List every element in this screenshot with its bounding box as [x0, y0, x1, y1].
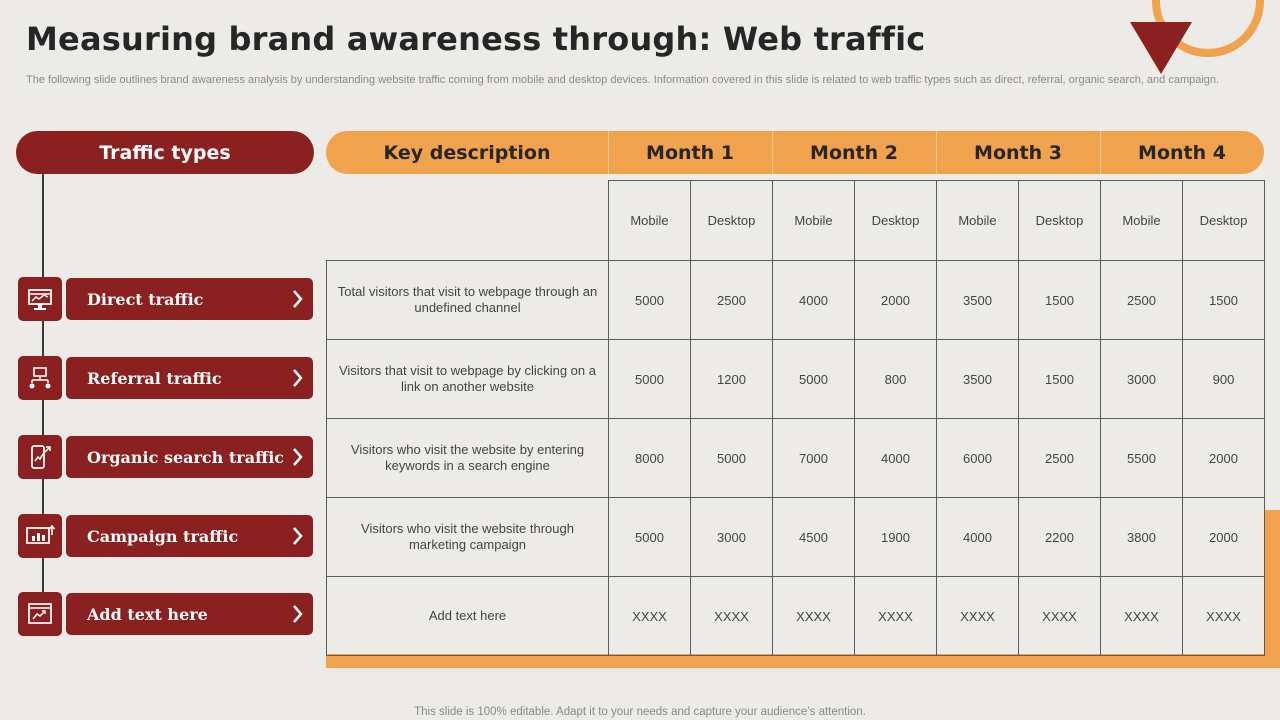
table-cell: 4000 [854, 418, 937, 498]
chevron-right-icon [293, 290, 303, 308]
table-cell: 2500 [690, 260, 773, 340]
month-header: Month 1 [646, 141, 734, 164]
table-cell: 4500 [772, 497, 855, 577]
header-divider [608, 131, 609, 174]
traffic-table: Mobile Desktop Mobile Desktop Mobile Des… [326, 180, 1265, 656]
row-description: Visitors who visit the website through m… [326, 497, 609, 577]
website-dashboard-icon [18, 277, 62, 321]
table-cell: 5000 [772, 339, 855, 419]
mobile-growth-icon [18, 435, 62, 479]
table-cell: 1500 [1018, 260, 1101, 340]
table-cell: 900 [1182, 339, 1265, 419]
traffic-types-header: Traffic types [16, 131, 314, 174]
subheader-row: Mobile Desktop Mobile Desktop Mobile Des… [326, 180, 1265, 261]
network-referral-icon [18, 356, 62, 400]
traffic-type-label: Organic search traffic [87, 447, 285, 467]
table-cell: XXXX [1018, 576, 1101, 656]
header-divider [1100, 131, 1101, 174]
month-header: Month 3 [974, 141, 1062, 164]
month-header: Month 4 [1138, 141, 1226, 164]
decorative-triangle [1130, 22, 1192, 74]
table-cell: 3500 [936, 339, 1019, 419]
page-subtitle: The following slide outlines brand aware… [26, 74, 1220, 86]
referral-traffic-button[interactable]: Referral traffic [66, 357, 313, 399]
table-cell: XXXX [1100, 576, 1183, 656]
traffic-type-label: Campaign traffic [87, 526, 239, 546]
device-subheader: Mobile [772, 180, 855, 261]
table-cell: 3000 [690, 497, 773, 577]
table-cell: XXXX [690, 576, 773, 656]
decorative-bar-right [1264, 510, 1280, 668]
table-row: Add text here XXXX XXXX XXXX XXXX XXXX X… [326, 576, 1265, 656]
table-cell: 2500 [1100, 260, 1183, 340]
table-cell: 4000 [772, 260, 855, 340]
table-cell: 1200 [690, 339, 773, 419]
table-cell: 2500 [1018, 418, 1101, 498]
table-cell: 3800 [1100, 497, 1183, 577]
device-subheader: Desktop [854, 180, 937, 261]
table-cell: 7000 [772, 418, 855, 498]
row-description[interactable]: Add text here [326, 576, 609, 656]
header-divider [936, 131, 937, 174]
table-cell: XXXX [772, 576, 855, 656]
row-description: Visitors that visit to webpage by clicki… [326, 339, 609, 419]
device-subheader: Mobile [1100, 180, 1183, 261]
presentation-chart-icon [18, 514, 62, 558]
table-row: Visitors that visit to webpage by clicki… [326, 339, 1265, 419]
table-cell: XXXX [854, 576, 937, 656]
table-cell: 1500 [1018, 339, 1101, 419]
chevron-right-icon [293, 527, 303, 545]
table-cell: 6000 [936, 418, 1019, 498]
chevron-right-icon [293, 369, 303, 387]
table-row: Visitors who visit the website by enteri… [326, 418, 1265, 498]
device-subheader: Desktop [1018, 180, 1101, 261]
table-cell: 2200 [1018, 497, 1101, 577]
device-subheader: Mobile [608, 180, 691, 261]
table-cell: 1500 [1182, 260, 1265, 340]
footer-note: This slide is 100% editable. Adapt it to… [414, 706, 866, 718]
table-row: Total visitors that visit to webpage thr… [326, 260, 1265, 340]
table-header-bar [326, 131, 1264, 174]
traffic-type-label: Referral traffic [87, 368, 222, 388]
device-subheader: Mobile [936, 180, 1019, 261]
month-header: Month 2 [810, 141, 898, 164]
chevron-right-icon [293, 605, 303, 623]
device-subheader: Desktop [1182, 180, 1265, 261]
page-title: Measuring brand awareness through: Web t… [26, 20, 926, 58]
analytics-window-icon [18, 592, 62, 636]
organic-search-traffic-button[interactable]: Organic search traffic [66, 436, 313, 478]
chevron-right-icon [293, 448, 303, 466]
decorative-bar-bottom [326, 654, 1280, 668]
campaign-traffic-button[interactable]: Campaign traffic [66, 515, 313, 557]
table-row: Visitors who visit the website through m… [326, 497, 1265, 577]
table-cell: 2000 [1182, 418, 1265, 498]
table-cell: 5000 [608, 497, 691, 577]
add-text-button[interactable]: Add text here [66, 593, 313, 635]
table-cell: 3000 [1100, 339, 1183, 419]
table-cell: XXXX [608, 576, 691, 656]
traffic-type-label: Add text here [87, 604, 208, 624]
table-cell: 5000 [608, 260, 691, 340]
key-description-header: Key description [383, 141, 551, 164]
header-divider [772, 131, 773, 174]
table-cell: 8000 [608, 418, 691, 498]
table-cell: 5500 [1100, 418, 1183, 498]
table-cell: 4000 [936, 497, 1019, 577]
table-cell: XXXX [1182, 576, 1265, 656]
direct-traffic-button[interactable]: Direct traffic [66, 278, 313, 320]
row-description: Visitors who visit the website by enteri… [326, 418, 609, 498]
device-subheader: Desktop [690, 180, 773, 261]
blank-cell [326, 180, 609, 261]
table-cell: 5000 [608, 339, 691, 419]
table-cell: 5000 [690, 418, 773, 498]
table-cell: XXXX [936, 576, 1019, 656]
table-cell: 3500 [936, 260, 1019, 340]
table-cell: 2000 [854, 260, 937, 340]
table-cell: 800 [854, 339, 937, 419]
table-cell: 2000 [1182, 497, 1265, 577]
row-description: Total visitors that visit to webpage thr… [326, 260, 609, 340]
traffic-type-label: Direct traffic [87, 289, 204, 309]
table-cell: 1900 [854, 497, 937, 577]
